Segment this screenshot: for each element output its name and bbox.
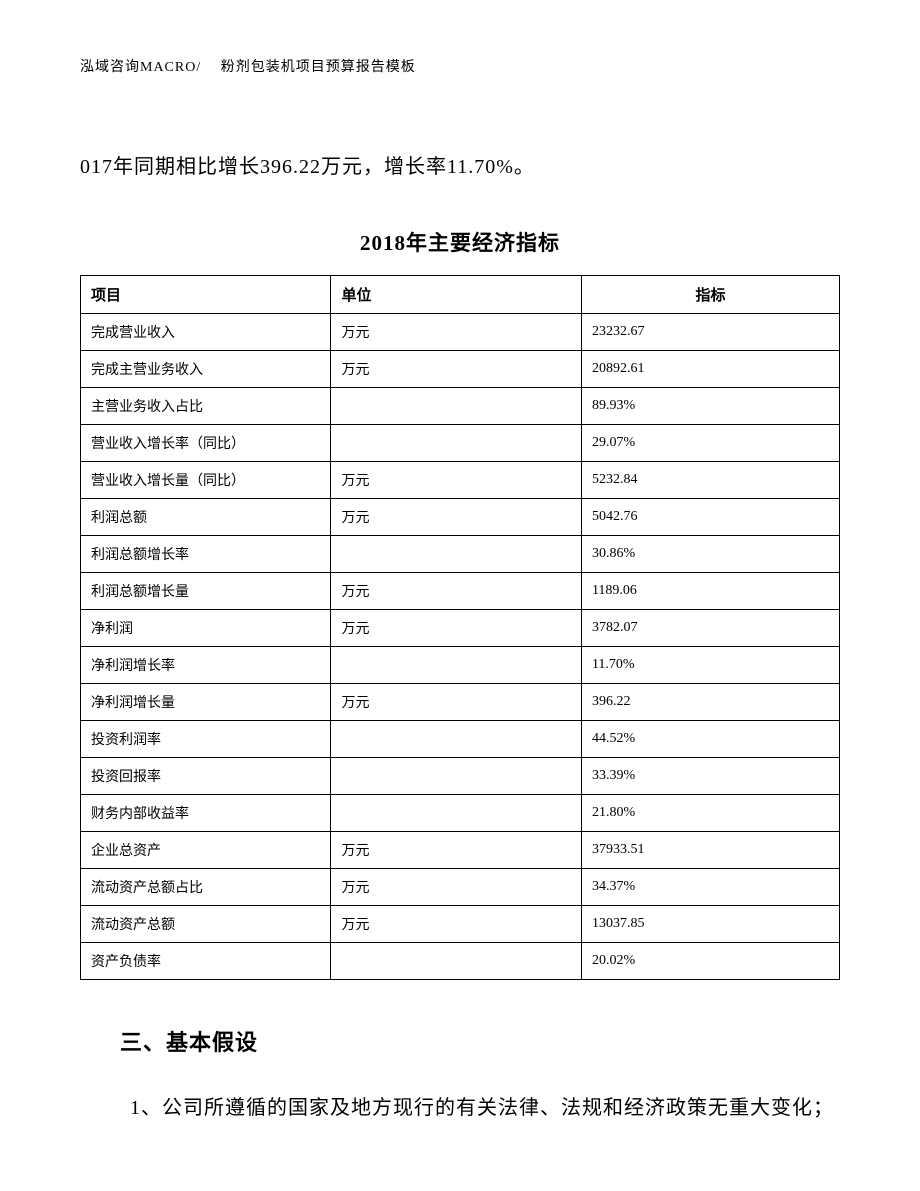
col-header-unit: 单位 xyxy=(331,276,581,314)
cell-unit: 万元 xyxy=(331,573,581,610)
table-row: 流动资产总额占比 万元 34.37% xyxy=(81,869,840,906)
table-row: 营业收入增长量（同比） 万元 5232.84 xyxy=(81,462,840,499)
economic-indicators-table: 项目 单位 指标 完成营业收入 万元 23232.67 完成主营业务收入 万元 … xyxy=(80,275,840,980)
cell-unit: 万元 xyxy=(331,610,581,647)
cell-item: 完成营业收入 xyxy=(81,314,331,351)
table-row: 企业总资产 万元 37933.51 xyxy=(81,832,840,869)
cell-unit: 万元 xyxy=(331,684,581,721)
table-row: 投资利润率 44.52% xyxy=(81,721,840,758)
cell-value: 5042.76 xyxy=(581,499,839,536)
cell-value: 37933.51 xyxy=(581,832,839,869)
table-row: 利润总额 万元 5042.76 xyxy=(81,499,840,536)
cell-unit: 万元 xyxy=(331,351,581,388)
cell-item: 完成主营业务收入 xyxy=(81,351,331,388)
cell-item: 净利润增长率 xyxy=(81,647,331,684)
table-header-row: 项目 单位 指标 xyxy=(81,276,840,314)
cell-unit: 万元 xyxy=(331,314,581,351)
document-header: 泓域咨询MACRO/ 粉剂包装机项目预算报告模板 xyxy=(80,56,416,76)
table-row: 净利润增长率 11.70% xyxy=(81,647,840,684)
cell-item: 营业收入增长率（同比） xyxy=(81,425,331,462)
table-row: 投资回报率 33.39% xyxy=(81,758,840,795)
cell-unit: 万元 xyxy=(331,906,581,943)
cell-value: 23232.67 xyxy=(581,314,839,351)
cell-item: 营业收入增长量（同比） xyxy=(81,462,331,499)
table-row: 完成主营业务收入 万元 20892.61 xyxy=(81,351,840,388)
table-row: 净利润 万元 3782.07 xyxy=(81,610,840,647)
cell-item: 净利润增长量 xyxy=(81,684,331,721)
cell-item: 财务内部收益率 xyxy=(81,795,331,832)
cell-unit xyxy=(331,758,581,795)
cell-item: 投资回报率 xyxy=(81,758,331,795)
content-area: 017年同期相比增长396.22万元，增长率11.70%。 2018年主要经济指… xyxy=(80,150,840,1129)
cell-item: 主营业务收入占比 xyxy=(81,388,331,425)
cell-item: 净利润 xyxy=(81,610,331,647)
cell-value: 11.70% xyxy=(581,647,839,684)
cell-item: 利润总额 xyxy=(81,499,331,536)
cell-unit: 万元 xyxy=(331,499,581,536)
cell-value: 20.02% xyxy=(581,943,839,980)
cell-unit xyxy=(331,721,581,758)
cell-value: 13037.85 xyxy=(581,906,839,943)
cell-value: 33.39% xyxy=(581,758,839,795)
cell-value: 44.52% xyxy=(581,721,839,758)
cell-item: 利润总额增长量 xyxy=(81,573,331,610)
cell-value: 3782.07 xyxy=(581,610,839,647)
intro-paragraph: 017年同期相比增长396.22万元，增长率11.70%。 xyxy=(80,150,840,179)
cell-value: 5232.84 xyxy=(581,462,839,499)
cell-unit xyxy=(331,647,581,684)
cell-value: 34.37% xyxy=(581,869,839,906)
col-header-indicator: 指标 xyxy=(581,276,839,314)
cell-item: 企业总资产 xyxy=(81,832,331,869)
table-row: 利润总额增长率 30.86% xyxy=(81,536,840,573)
cell-unit xyxy=(331,943,581,980)
cell-value: 29.07% xyxy=(581,425,839,462)
cell-item: 流动资产总额占比 xyxy=(81,869,331,906)
table-row: 流动资产总额 万元 13037.85 xyxy=(81,906,840,943)
table-row: 主营业务收入占比 89.93% xyxy=(81,388,840,425)
table-row: 完成营业收入 万元 23232.67 xyxy=(81,314,840,351)
cell-unit xyxy=(331,795,581,832)
cell-unit: 万元 xyxy=(331,462,581,499)
section-heading: 三、基本假设 xyxy=(80,1025,840,1057)
cell-unit xyxy=(331,425,581,462)
col-header-item: 项目 xyxy=(81,276,331,314)
section-body: 1、公司所遵循的国家及地方现行的有关法律、法规和经济政策无重大变化； xyxy=(80,1087,840,1129)
table-row: 利润总额增长量 万元 1189.06 xyxy=(81,573,840,610)
cell-value: 21.80% xyxy=(581,795,839,832)
cell-value: 20892.61 xyxy=(581,351,839,388)
table-row: 营业收入增长率（同比） 29.07% xyxy=(81,425,840,462)
cell-value: 30.86% xyxy=(581,536,839,573)
cell-value: 1189.06 xyxy=(581,573,839,610)
cell-item: 投资利润率 xyxy=(81,721,331,758)
table-title: 2018年主要经济指标 xyxy=(80,227,840,257)
cell-unit xyxy=(331,536,581,573)
cell-item: 资产负债率 xyxy=(81,943,331,980)
cell-unit xyxy=(331,388,581,425)
cell-item: 利润总额增长率 xyxy=(81,536,331,573)
table-row: 资产负债率 20.02% xyxy=(81,943,840,980)
table-row: 财务内部收益率 21.80% xyxy=(81,795,840,832)
cell-value: 396.22 xyxy=(581,684,839,721)
cell-item: 流动资产总额 xyxy=(81,906,331,943)
cell-unit: 万元 xyxy=(331,832,581,869)
cell-unit: 万元 xyxy=(331,869,581,906)
table-row: 净利润增长量 万元 396.22 xyxy=(81,684,840,721)
cell-value: 89.93% xyxy=(581,388,839,425)
